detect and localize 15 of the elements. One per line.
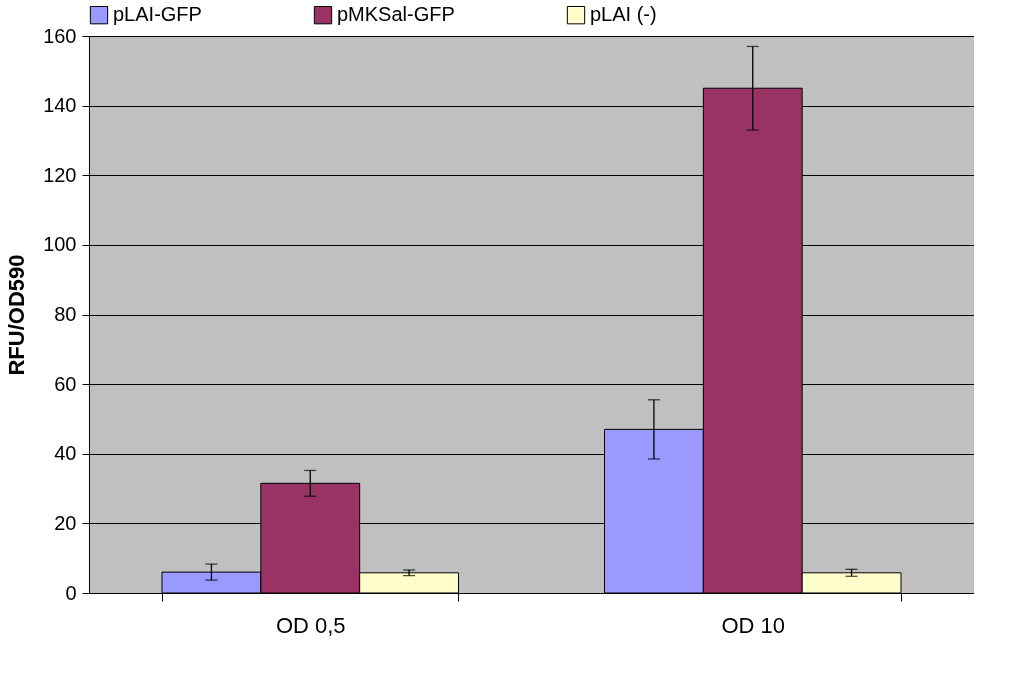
y-tick-label: 100 — [43, 233, 77, 256]
y-tick-label: 40 — [54, 442, 77, 465]
y-tick-label: 160 — [43, 24, 77, 47]
y-tick-label: 120 — [43, 163, 77, 186]
y-tick-label: 60 — [54, 372, 77, 395]
x-tick-label: OD 10 — [721, 612, 786, 638]
y-axis-title: RFU/OD590 — [4, 254, 30, 376]
legend-label: pLAI-GFP — [113, 3, 202, 26]
legend-label: pMKSal-GFP — [337, 3, 455, 26]
y-tick-label: 0 — [65, 581, 77, 604]
y-tick-label: 140 — [43, 94, 77, 117]
legend-label: pLAI (-) — [590, 3, 657, 26]
y-tick-label: 20 — [54, 511, 77, 534]
y-tick-label: 80 — [54, 303, 77, 325]
x-tick-label: OD 0,5 — [275, 612, 346, 638]
